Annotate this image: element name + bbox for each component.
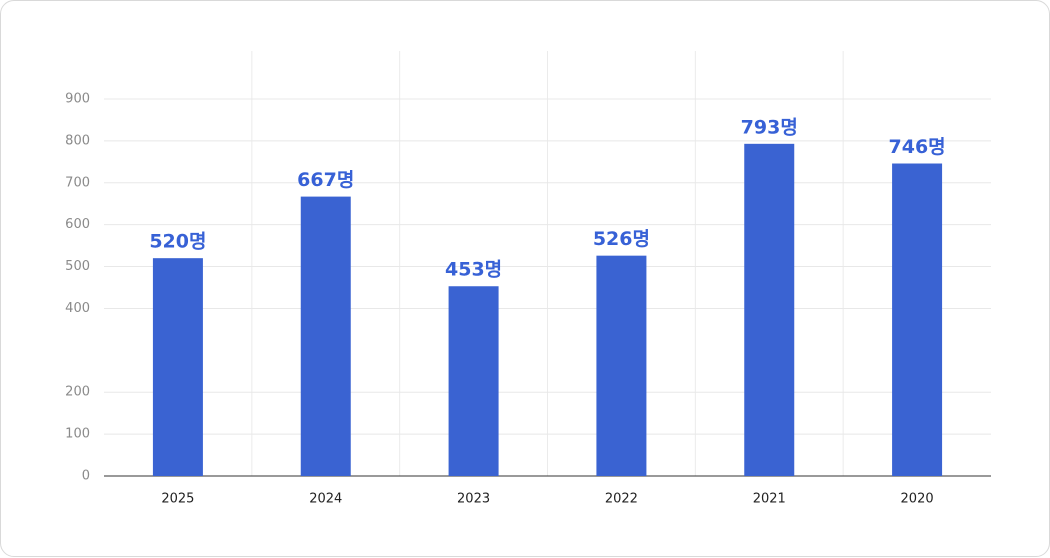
x-tick-label: 2020 (901, 492, 934, 507)
bar (744, 143, 795, 476)
value-label: 453명 (445, 259, 502, 281)
bar (300, 196, 351, 476)
y-tick-label: 100 (65, 427, 90, 442)
y-tick-label: 0 (82, 469, 90, 484)
y-tick-label: 400 (65, 301, 90, 316)
value-label: 526명 (593, 228, 650, 250)
y-tick-label: 900 (65, 92, 90, 107)
x-tick-label: 2023 (457, 492, 490, 507)
bar (596, 255, 647, 476)
x-tick-label: 2021 (753, 492, 786, 507)
value-label: 746명 (889, 136, 946, 158)
bar (892, 163, 943, 476)
x-tick-label: 2024 (309, 492, 342, 507)
value-label: 667명 (297, 169, 354, 191)
x-tick-label: 2022 (605, 492, 638, 507)
y-tick-label: 700 (65, 175, 90, 190)
x-tick-label: 2025 (161, 492, 194, 507)
y-tick-label: 800 (65, 133, 90, 148)
value-label: 520명 (149, 231, 206, 253)
y-tick-label: 600 (65, 217, 90, 232)
bar (152, 258, 203, 476)
y-tick-label: 500 (65, 259, 90, 274)
bar (448, 286, 499, 476)
value-label: 793명 (741, 116, 798, 138)
y-tick-label: 200 (65, 385, 90, 400)
